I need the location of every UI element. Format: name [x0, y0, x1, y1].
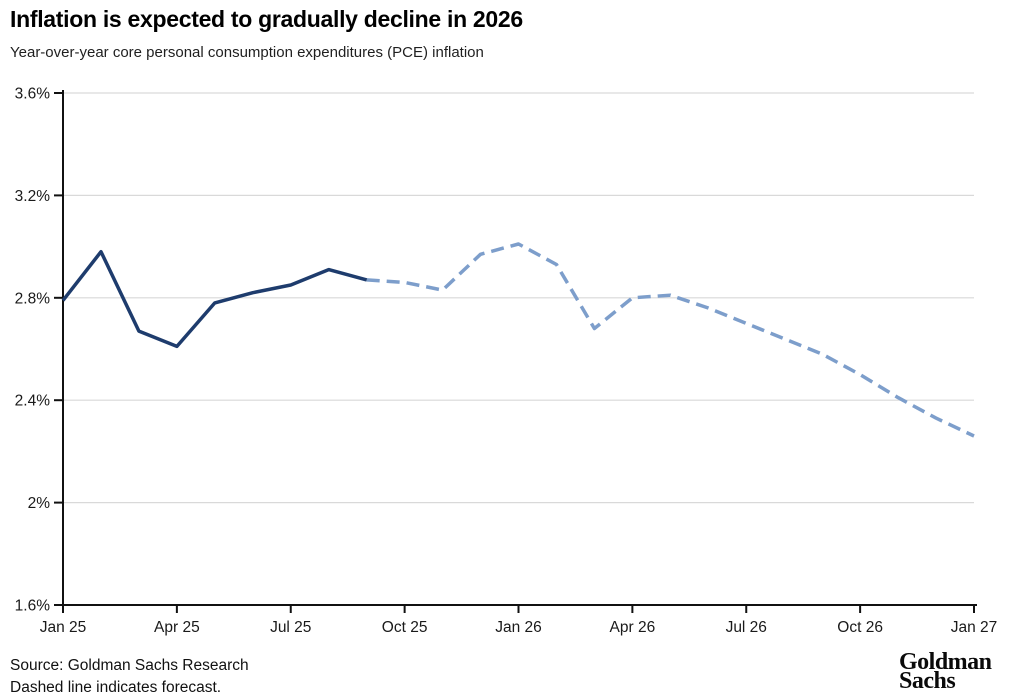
- actual-line: [61, 249, 368, 349]
- goldman-sachs-logo: Goldman Sachs: [899, 649, 992, 694]
- x-tick-label: Jan 26: [495, 619, 542, 636]
- x-tick-label: Apr 26: [610, 619, 656, 636]
- source-note: Source: Goldman Sachs Research: [10, 657, 249, 674]
- line-chart: 3.6% 3.2% 2.8% 2.4% 2% 1.6% Jan 25 Apr 25 Jul 25…: [15, 86, 998, 637]
- x-tick-label: Oct 26: [837, 619, 883, 636]
- x-tick-label: Jan 25: [40, 619, 87, 636]
- y-tick-label: 2.4%: [15, 393, 51, 410]
- forecast-note: Dashed line indicates forecast.: [10, 679, 222, 696]
- y-tick-label: 3.2%: [15, 188, 51, 205]
- logo-line-2: Sachs: [899, 668, 956, 694]
- y-tick-label: 2.8%: [15, 290, 51, 307]
- x-tick-label: Jan 27: [951, 619, 998, 636]
- y-tick-label: 2%: [28, 495, 51, 512]
- chart-title: Inflation is expected to gradually decli…: [10, 6, 523, 32]
- forecast-line: [366, 242, 975, 438]
- logo-line-1: Goldman: [899, 649, 992, 675]
- y-tick-label: 1.6%: [15, 598, 51, 615]
- x-tick-label: Oct 25: [382, 619, 428, 636]
- y-tick-label: 3.6%: [15, 86, 51, 103]
- chart-subtitle: Year-over-year core personal consumption…: [10, 44, 484, 61]
- x-tick-label: Jul 26: [726, 619, 767, 636]
- x-tick-label: Jul 25: [270, 619, 311, 636]
- x-tick-label: Apr 25: [154, 619, 200, 636]
